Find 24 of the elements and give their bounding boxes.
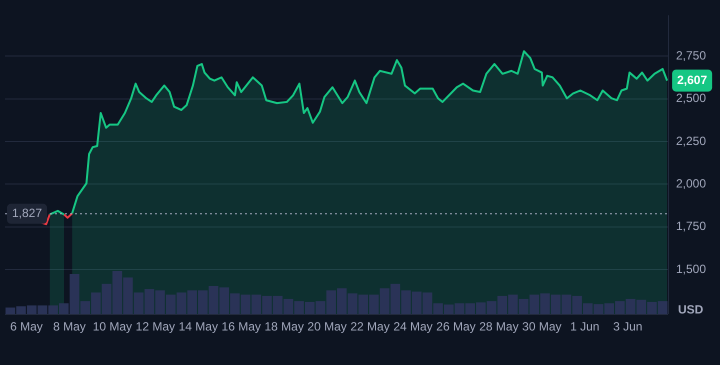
x-tick-label: 30 May bbox=[522, 320, 562, 334]
x-tick-label: 28 May bbox=[479, 320, 519, 334]
x-tick-label: 10 May bbox=[92, 320, 132, 334]
x-tick-label: 8 May bbox=[53, 320, 86, 334]
x-tick-label: 6 May bbox=[10, 320, 43, 334]
y-tick-label: 2,000 bbox=[676, 176, 706, 191]
x-tick-label: 18 May bbox=[264, 320, 304, 334]
x-tick-label: 3 Jun bbox=[613, 320, 642, 334]
y-tick-label: 2,750 bbox=[676, 48, 706, 62]
y-tick-label: 1,500 bbox=[676, 262, 706, 276]
y-tick-label: 2,250 bbox=[676, 134, 706, 148]
x-tick-label: 26 May bbox=[436, 320, 476, 334]
y-tick-label: 2,500 bbox=[676, 91, 706, 106]
x-tick-label: 22 May bbox=[350, 320, 390, 334]
annotation: 2,607 bbox=[677, 72, 708, 87]
x-tick-label: 16 May bbox=[222, 320, 261, 334]
x-tick-label: 24 May bbox=[393, 320, 433, 334]
ref-line-label: 1,827 bbox=[12, 206, 42, 220]
x-tick-label: 12 May bbox=[136, 320, 175, 334]
x-tick-label: 1 Jun bbox=[570, 320, 600, 334]
x-tick-label: 20 May bbox=[307, 320, 347, 334]
x-tick-label: 14 May bbox=[178, 320, 218, 334]
y-tick-label: 1,750 bbox=[676, 219, 706, 234]
y-axis-title: USD bbox=[678, 302, 704, 316]
